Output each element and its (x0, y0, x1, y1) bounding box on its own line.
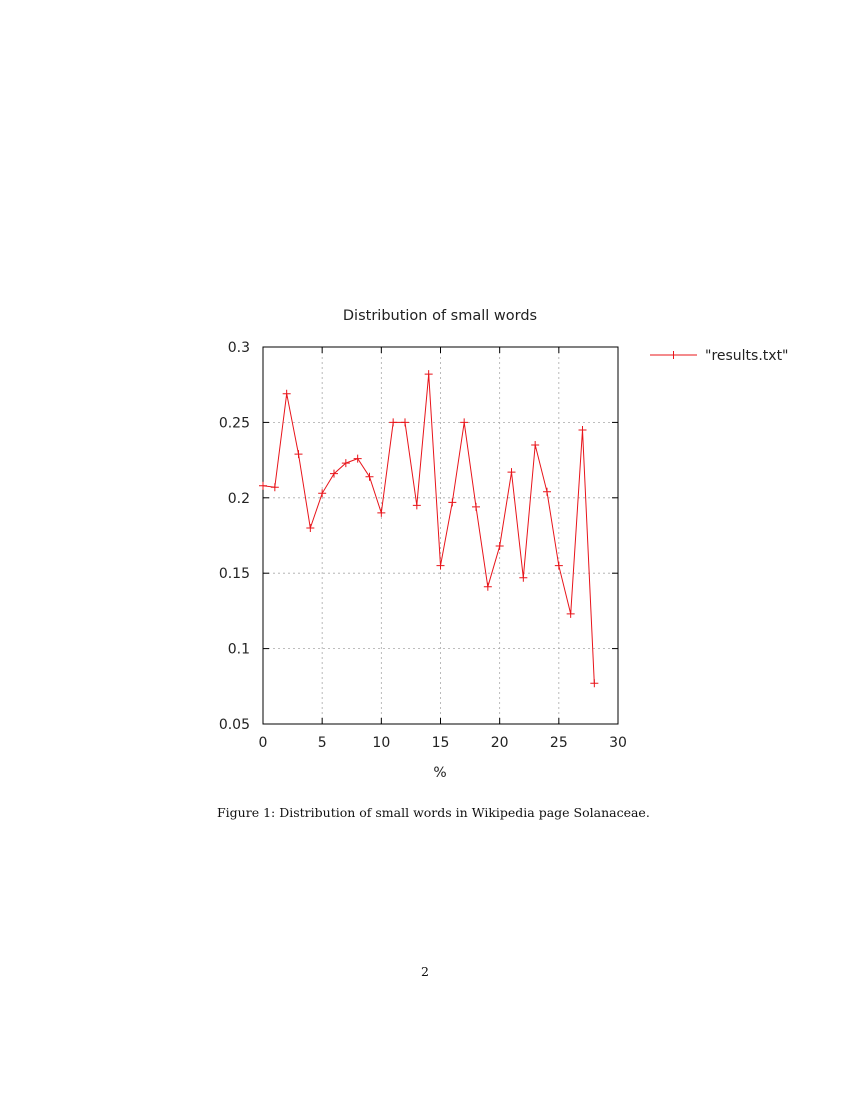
x-tick-labels: 0 5 10 15 20 25 30 (259, 735, 627, 751)
x-tick-label: 5 (318, 735, 327, 751)
figure-caption: Figure 1: Distribution of small words in… (217, 805, 650, 820)
x-axis-label: % (433, 765, 446, 781)
x-tick-label: 30 (609, 735, 627, 751)
data-point (590, 679, 599, 688)
chart-title: Distribution of small words (343, 308, 537, 324)
data-point (460, 418, 469, 427)
series-group (259, 370, 599, 688)
data-point (424, 370, 433, 379)
y-tick-labels: 0.05 0.1 0.15 0.2 0.25 0.3 (219, 340, 250, 733)
data-point (566, 609, 575, 618)
y-tick-label: 0.05 (219, 717, 250, 733)
data-point (483, 582, 492, 591)
grid (263, 347, 618, 724)
data-point (578, 425, 587, 434)
data-point (531, 441, 540, 450)
data-point (519, 573, 528, 582)
y-tick-label: 0.15 (219, 566, 250, 582)
x-tick-label: 10 (372, 735, 390, 751)
data-point (259, 481, 267, 490)
y-tick-label: 0.25 (219, 415, 250, 431)
y-tick-label: 0.3 (228, 340, 250, 356)
legend-label: "results.txt" (705, 348, 789, 364)
x-tick-label: 15 (432, 735, 450, 751)
y-tick-label: 0.2 (228, 491, 250, 507)
data-point (306, 523, 315, 532)
data-point (448, 498, 457, 507)
series-line (262, 374, 595, 684)
legend-marker (669, 351, 678, 359)
data-point (543, 487, 551, 496)
data-point (270, 483, 279, 492)
data-point (472, 502, 480, 511)
data-point (365, 472, 374, 481)
legend: "results.txt" (650, 348, 789, 364)
x-tick-label: 25 (550, 735, 568, 751)
axis-ticks (262, 346, 619, 725)
data-point (436, 561, 445, 570)
data-point (341, 459, 350, 468)
data-point (353, 454, 362, 463)
data-point (377, 508, 386, 517)
x-tick-label: 0 (259, 735, 268, 751)
data-point (401, 418, 409, 427)
data-point (554, 561, 563, 570)
data-point (495, 542, 504, 551)
data-point (330, 469, 338, 478)
data-point (412, 501, 421, 510)
data-point (282, 389, 291, 398)
data-point (318, 489, 327, 498)
data-point (389, 418, 398, 427)
page-number: 2 (421, 964, 429, 979)
data-point (294, 450, 303, 459)
x-tick-label: 20 (491, 735, 509, 751)
data-point (507, 468, 516, 477)
y-tick-label: 0.1 (228, 642, 250, 658)
